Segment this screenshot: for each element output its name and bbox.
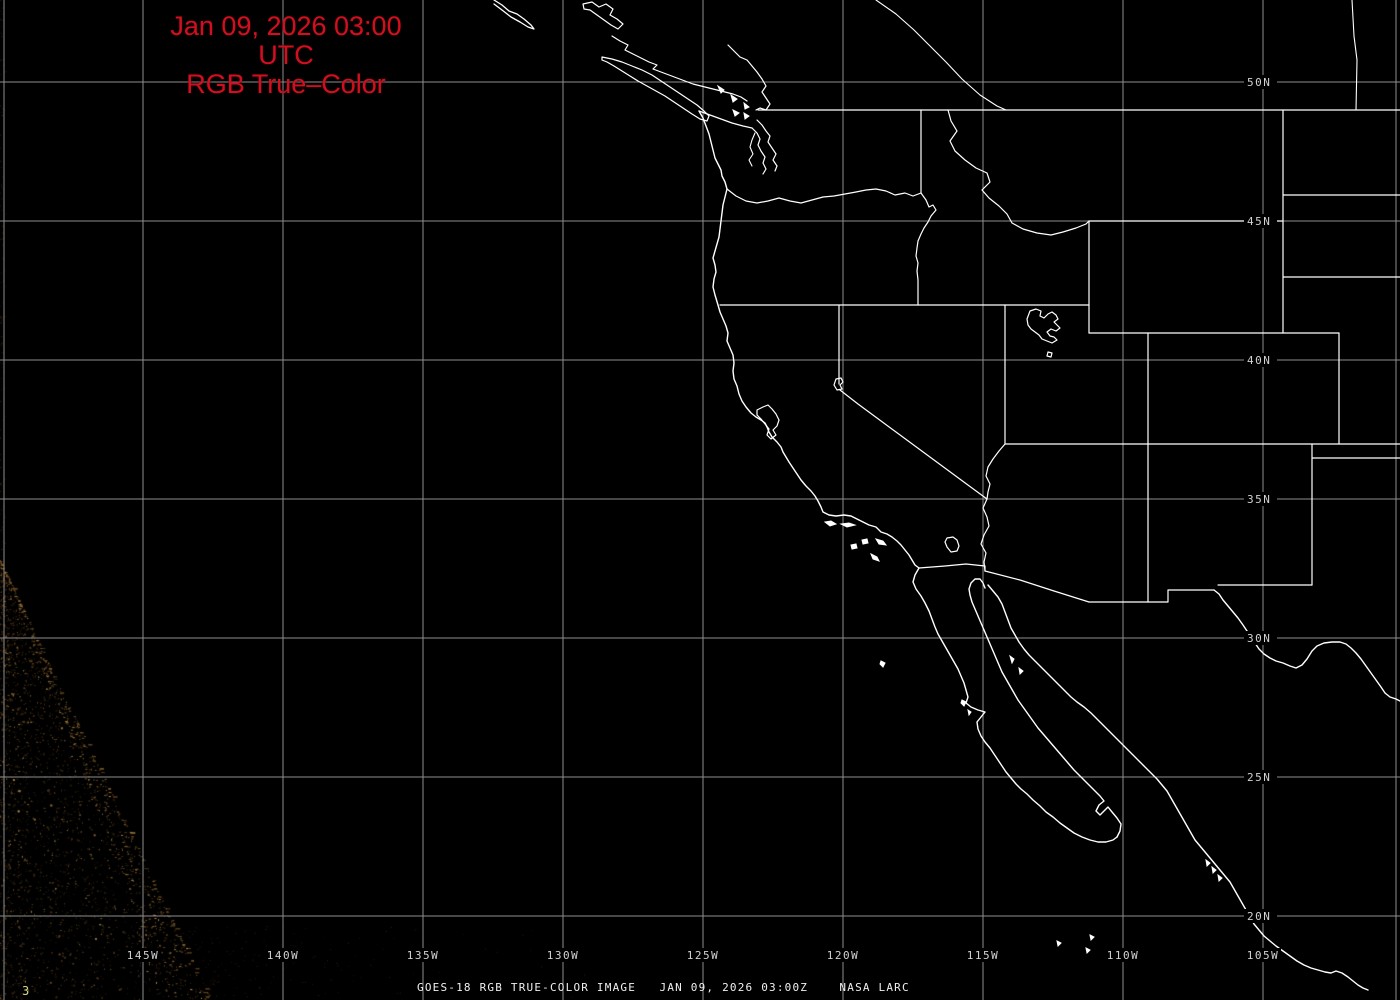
san-miguel-santa-rosa (823, 520, 838, 527)
san-juan-1 (732, 109, 740, 117)
sf-bay (756, 404, 780, 440)
lon-label: 125W (687, 949, 720, 962)
title-product-line: RGB True–Color (186, 69, 386, 99)
lon-label: 140W (267, 949, 300, 962)
lon-label: 110W (1107, 949, 1140, 962)
islas-marias-3 (1217, 873, 1223, 883)
georgia-mainland-coast (727, 44, 771, 111)
guadalupe-island (879, 660, 886, 668)
isla-angel (1018, 666, 1024, 676)
rio-grande (1213, 589, 1400, 702)
lon-label-bg (125, 948, 161, 962)
islas-marias-1 (1205, 858, 1211, 868)
salton-sea (944, 536, 960, 553)
cedros-island (960, 699, 967, 707)
anacapa-island (861, 538, 869, 545)
lat-label: 20N (1247, 910, 1271, 923)
catalina-island (874, 538, 888, 546)
graticule-labels: 145W 140W 135W 130W 125W 120W 115W 110W 105W 50N 4… (125, 75, 1281, 962)
puget-sound-east (756, 119, 778, 172)
isla-tiburon (1009, 654, 1015, 665)
ca-mx-border (918, 563, 986, 572)
or-id-border (915, 192, 937, 306)
haida-gwaii-coast (493, 0, 535, 30)
ca-nv-diagonal (839, 389, 988, 500)
lat-label-bg (1244, 631, 1277, 645)
lat-label-bg (1244, 353, 1277, 367)
bc-channel-coast (611, 35, 748, 102)
lat-label-bg (1244, 909, 1277, 923)
santa-cruz-island (839, 522, 857, 528)
lon-label-bg (965, 948, 1001, 962)
nm-bootheel (1088, 589, 1215, 603)
colorado-river-border (980, 443, 1006, 572)
lat-label: 35N (1247, 493, 1271, 506)
revillagigedo-1 (1056, 940, 1062, 948)
gulf-mainland-coast (987, 584, 1369, 991)
lat-label-bg (1244, 770, 1277, 784)
vancouver-island (601, 56, 710, 122)
lon-label: 130W (547, 949, 580, 962)
map-outlines (493, 0, 1400, 991)
lon-label-bg (405, 948, 441, 962)
gulf-island-3 (743, 101, 750, 110)
san-clemente-island (870, 552, 880, 562)
lon-label: 145W (127, 949, 160, 962)
title-date-line: Jan 09, 2026 03:00 UTC (170, 11, 402, 70)
lon-label: 135W (407, 949, 440, 962)
lon-label: 115W (967, 949, 1000, 962)
id-mt-border (947, 109, 1090, 236)
gulf-island-2 (730, 93, 738, 103)
lon-label-bg (685, 948, 721, 962)
gulf-island-1 (716, 84, 725, 94)
lat-label: 45N (1247, 215, 1271, 228)
image-caption: GOES-18 RGB TRUE-COLOR IMAGE JAN 09, 202… (417, 981, 910, 994)
lake-tahoe (833, 377, 844, 391)
wa-or-border (726, 188, 922, 204)
bc-island-cluster (582, 1, 624, 30)
lat-label: 30N (1247, 632, 1271, 645)
az-mx-border (984, 570, 1090, 603)
lat-label: 25N (1247, 771, 1271, 784)
revillagigedo-3 (1089, 934, 1095, 942)
baja-west-coast (912, 567, 1118, 843)
great-salt-lake (1026, 308, 1061, 344)
lon-label-bg (265, 948, 301, 962)
lon-label: 120W (827, 949, 860, 962)
utah-lake (1046, 351, 1053, 358)
puget-sound-main (751, 127, 767, 175)
lat-label-bg (1244, 75, 1277, 89)
revillagigedo-2 (1085, 947, 1091, 955)
santa-barbara-island (850, 543, 858, 550)
baja-east-coast (968, 578, 1122, 838)
lat-label: 50N (1247, 76, 1271, 89)
lon-label: 105W (1247, 949, 1280, 962)
lon-label-bg (1105, 948, 1141, 962)
sk-mb-border (1351, 0, 1358, 111)
pacific-coast (698, 110, 920, 569)
lat-label-bg (1244, 492, 1277, 506)
san-benito-island (967, 708, 972, 717)
lon-label-bg (545, 948, 581, 962)
timestamp-title: Jan 09, 2026 03:00 UTC RGB True–Color (150, 12, 422, 99)
islas-marias-2 (1211, 865, 1217, 875)
corner-scan-glyph: 3 (22, 984, 30, 998)
lon-label-bg (825, 948, 861, 962)
lon-label-bg (1245, 948, 1281, 962)
san-juan-2 (743, 112, 750, 120)
lat-label-bg (1244, 214, 1277, 228)
lat-label: 40N (1247, 354, 1271, 367)
bc-ab-divide (875, 0, 1007, 111)
hood-canal (748, 132, 756, 167)
